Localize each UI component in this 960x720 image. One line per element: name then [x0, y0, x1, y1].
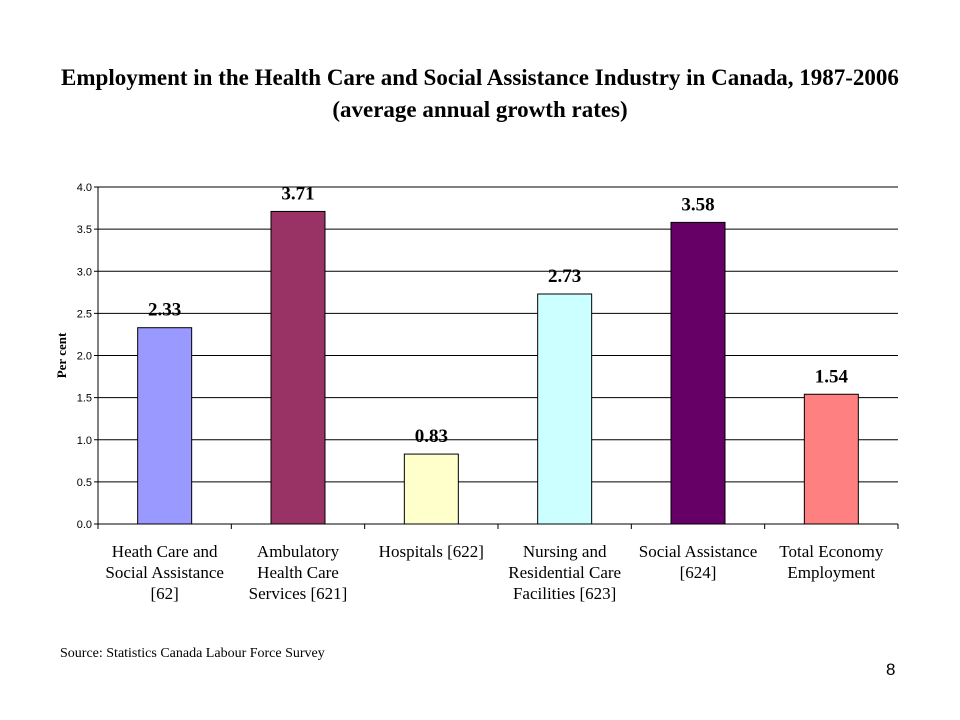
category-label: Social Assistance [624]: [639, 542, 758, 582]
chart-title: Employment in the Health Care and Social…: [61, 65, 899, 122]
category-label-line: Facilities [623]: [513, 584, 616, 603]
category-label-line: Services [621]: [249, 584, 348, 603]
page-number: 8: [886, 660, 896, 679]
category-label: Nursing and Residential Care Facilities [6…: [508, 542, 621, 603]
y-axis-label: Per cent: [54, 332, 69, 378]
category-label-line: Health Care: [257, 563, 339, 582]
category-label-line: Social Assistance: [639, 542, 758, 561]
data-label: 2.33: [148, 300, 181, 321]
category-label: Ambulatory Health Care Services [621]: [249, 542, 348, 603]
bar: [137, 327, 193, 525]
bar: [270, 210, 326, 525]
y-tick-label: 3.5: [77, 224, 92, 236]
category-label-line: Residential Care: [508, 563, 621, 582]
category-label-line: [62]: [151, 584, 179, 603]
category-label-line: Employment: [787, 563, 875, 582]
y-tick-label: 0.0: [77, 519, 92, 531]
y-tick-label: 2.0: [77, 351, 92, 363]
category-label: Hospitals [622]: [379, 542, 484, 561]
data-label: 3.58: [681, 194, 714, 215]
y-tick-label: 0.5: [77, 477, 92, 489]
category-label-line: Total Economy: [779, 542, 884, 561]
category-label: Heath Care and Social Assistance [62]: [105, 542, 224, 603]
bar: [670, 221, 726, 525]
y-tick-label: 4.0: [77, 182, 92, 194]
category-label: Total Economy Employment: [779, 542, 884, 582]
bar: [803, 393, 859, 525]
y-tick-label: 3.0: [77, 266, 92, 278]
category-label-line: Heath Care and: [112, 542, 218, 561]
data-label: 3.71: [281, 183, 314, 204]
bar: [537, 293, 593, 525]
category-label-line: Social Assistance: [105, 563, 224, 582]
category-label-line: Ambulatory: [257, 542, 340, 561]
y-tick-label: 1.0: [77, 435, 92, 447]
category-label-line: Hospitals [622]: [379, 542, 484, 561]
data-label: 0.83: [415, 426, 448, 447]
category-label-line: Nursing and: [523, 542, 607, 561]
y-tick-label: 1.5: [77, 393, 92, 405]
data-label: 2.73: [548, 266, 581, 287]
y-tick-label: 2.5: [77, 308, 92, 320]
data-label: 1.54: [815, 366, 849, 387]
bar: [403, 453, 459, 525]
source-note: Source: Statistics Canada Labour Force S…: [60, 646, 325, 661]
category-label-line: [624]: [680, 563, 717, 582]
